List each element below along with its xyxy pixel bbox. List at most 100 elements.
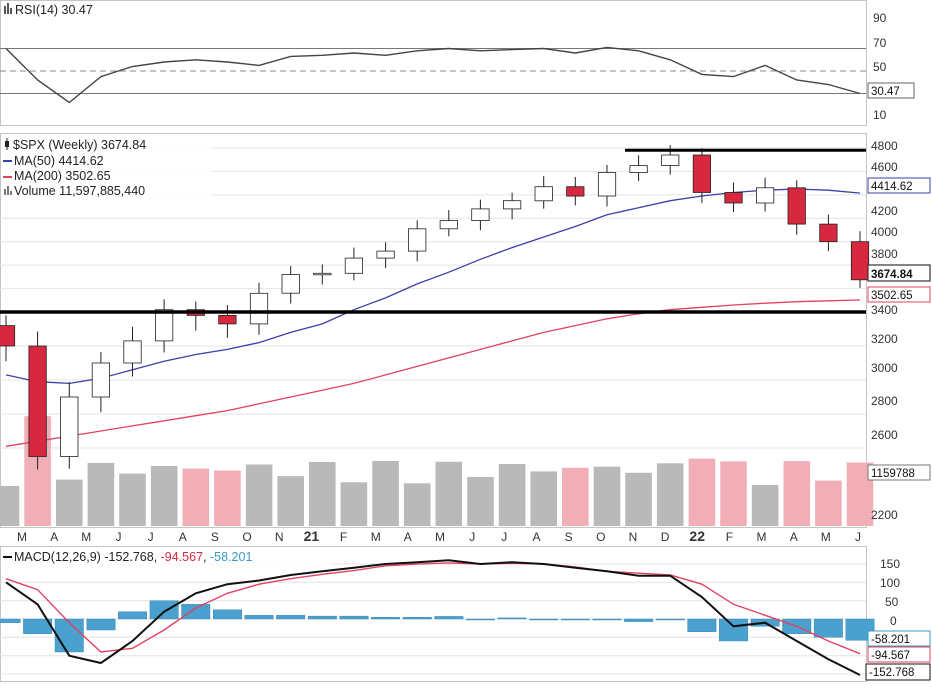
price-tick-label: 2800	[871, 394, 898, 408]
candle-up	[249, 292, 269, 325]
macd-histogram-bar	[813, 618, 843, 638]
candle-up	[439, 220, 458, 230]
macd-histogram-bar	[307, 615, 337, 620]
price-tick-label: 3000	[871, 361, 898, 375]
volume-bar	[119, 473, 146, 526]
macd-tick-label: 50	[885, 595, 899, 609]
x-axis-label: J	[469, 530, 475, 544]
ma200-line	[5, 299, 861, 447]
candle-up	[471, 208, 490, 221]
x-axis-label: D	[661, 530, 670, 544]
candle-down	[787, 187, 806, 225]
x-axis-label: M	[17, 530, 27, 544]
volume-value-tag: 1159788	[867, 464, 931, 481]
price-grid	[0, 147, 866, 449]
volume-bar	[656, 463, 684, 526]
macd-histogram-bar	[845, 618, 875, 641]
rsi-tick-label: 90	[873, 11, 887, 25]
volume-bar	[340, 482, 368, 526]
macd-legend-signal: -94.567	[161, 550, 203, 564]
price-panel: $SPX (Weekly) 3674.84 MA(50) 4414.62 MA(…	[0, 133, 931, 544]
candle-down	[692, 154, 712, 193]
volume-bar	[720, 461, 747, 526]
macd-histogram-bar	[371, 617, 400, 620]
x-axis-label: O	[596, 530, 605, 544]
candle-up	[502, 200, 522, 210]
x-axis-label: M	[435, 530, 445, 544]
macd-histogram-bar	[86, 618, 116, 631]
rsi-legend: RSI(14) 30.47	[4, 3, 93, 17]
macd-histogram-bar	[244, 615, 274, 620]
signal-line	[5, 562, 861, 655]
price-legend-title: $SPX (Weekly) 3674.84	[13, 138, 146, 152]
volume-bar	[309, 462, 336, 526]
ma50-value-tag: 4414.62	[867, 177, 931, 194]
rsi-y-axis: 90 70 50 10	[873, 11, 887, 122]
volume-bar	[688, 458, 716, 526]
macd-histogram-bar	[54, 618, 84, 653]
volume-bar	[625, 472, 652, 526]
rsi-chart-icon	[4, 3, 12, 14]
candle-down	[724, 192, 743, 204]
price-tick-label: 4000	[871, 225, 898, 239]
macd-histogram-bar	[181, 604, 211, 620]
macd-hist-tag: -58.201	[867, 630, 931, 647]
volume-bar	[245, 464, 273, 526]
macd-line-tag-text: -152.768	[869, 667, 914, 679]
price-tick-label: 4800	[871, 139, 898, 153]
volume-bar	[815, 480, 842, 526]
volume-bars	[0, 416, 874, 526]
candlesticks	[0, 145, 870, 470]
macd-legend: MACD(12,26,9) -152.768, -94.567, -58.201	[14, 550, 252, 564]
volume-legend-text: Volume 11,597,885,440	[14, 184, 145, 198]
volume-bar	[498, 464, 526, 526]
macd-legend-hist: -58.201	[210, 550, 252, 564]
macd-histogram-bar	[466, 618, 495, 621]
candle-up	[376, 250, 395, 259]
candle-up	[60, 396, 79, 457]
volume-bar	[783, 461, 811, 526]
price-tick-label: 2200	[871, 508, 898, 522]
volume-bar	[277, 476, 304, 526]
volume-bar	[214, 470, 241, 526]
candle-down	[0, 325, 16, 347]
macd-histogram-bar	[719, 618, 748, 642]
candle-down	[566, 186, 585, 197]
macd-histogram-bar	[624, 618, 654, 622]
x-axis-label: F	[726, 530, 733, 544]
x-axis-label: A	[50, 530, 58, 544]
candle-up	[661, 154, 680, 166]
x-axis-label: J	[116, 530, 122, 544]
macd-histogram-bar	[402, 617, 432, 620]
macd-legend-name: MACD(12,26,9)	[14, 550, 101, 564]
macd-histogram	[0, 600, 875, 653]
macd-legend-macd: -152.768	[104, 550, 153, 564]
price-tick-label: 3800	[871, 247, 898, 261]
volume-bar	[56, 479, 83, 526]
volume-bar	[372, 461, 399, 526]
ma50-legend-text: MA(50) 4414.62	[14, 154, 104, 168]
x-axis-label: J	[148, 530, 154, 544]
x-axis-label: M	[757, 530, 767, 544]
candle-up	[344, 257, 364, 274]
candle-up	[91, 362, 110, 398]
x-axis-label: M	[371, 530, 381, 544]
candle-down	[28, 345, 47, 457]
x-axis-label: A	[179, 530, 187, 544]
rsi-tick-label: 70	[873, 36, 887, 50]
candle-up	[313, 272, 332, 276]
ma50-tag-text: 4414.62	[871, 181, 913, 193]
x-axis-label: J	[855, 530, 861, 544]
rsi-grid	[0, 48, 866, 94]
candle-up	[597, 172, 617, 197]
price-tick-label: 4200	[871, 204, 898, 218]
x-axis-label: J	[501, 530, 507, 544]
volume-bar	[87, 462, 115, 526]
macd-histogram-bar	[212, 609, 242, 620]
price-legend: $SPX (Weekly) 3674.84 MA(50) 4414.62 MA(…	[2, 136, 212, 198]
macd-histogram-bar	[118, 611, 148, 620]
rsi-tick-label: 50	[873, 60, 887, 74]
candle-down	[218, 314, 237, 325]
candle-down	[850, 241, 870, 281]
price-tick-label: 4600	[871, 160, 898, 174]
